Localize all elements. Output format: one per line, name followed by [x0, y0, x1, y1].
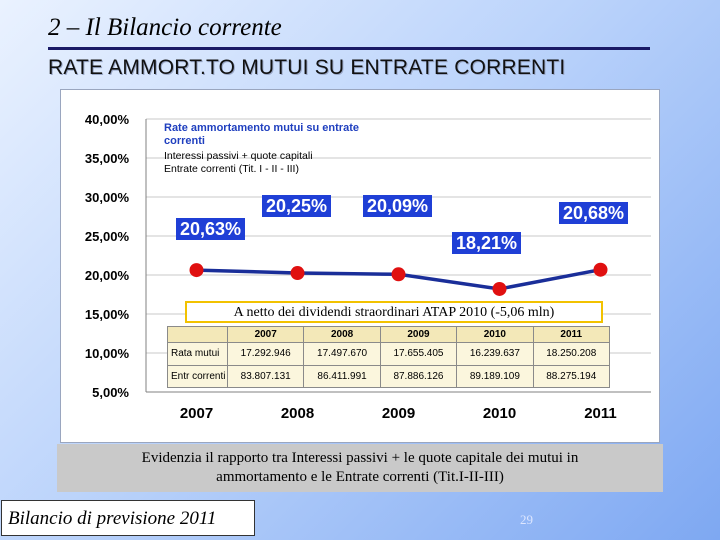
y-tick-label: 5,00%: [92, 385, 129, 400]
table-cell: 17.497.670: [303, 342, 381, 366]
y-tick-label: 20,00%: [85, 268, 130, 283]
y-tick-label: 10,00%: [85, 346, 130, 361]
title-divider: [48, 47, 650, 50]
x-tick-label: 2009: [382, 405, 415, 422]
table-row: Rata mutui 17.292.946 17.497.670 17.655.…: [167, 342, 611, 366]
table-cell: 17.292.946: [226, 342, 305, 366]
data-label-2009: 20,09%: [363, 195, 433, 217]
table-row-label: Rata mutui: [167, 342, 228, 366]
table-cell: 83.807.131: [226, 364, 305, 388]
data-table: 2007 2008 2009 2010 2011 Rata mutui 17.2…: [167, 326, 611, 388]
y-tick-label: 30,00%: [85, 190, 130, 205]
table-cell: 18.250.208: [532, 342, 611, 366]
data-label-2007: 20,63%: [176, 218, 246, 240]
data-label-2010: 18,21%: [452, 232, 522, 254]
table-cell: 17.655.405: [379, 342, 458, 366]
table-row-label: Entr correnti: [167, 364, 228, 388]
x-tick-label: 2011: [584, 405, 617, 422]
footer-label: Bilancio di previsione 2011: [1, 500, 255, 536]
table-header-cell: 2011: [532, 326, 611, 343]
data-label-2008: 20,25%: [262, 195, 332, 217]
table-header-cell: 2010: [456, 326, 534, 343]
y-tick-label: 40,00%: [85, 112, 130, 127]
summary-box: Evidenzia il rapporto tra Interessi pass…: [57, 444, 663, 492]
slide-subtitle: RATE AMMORT.TO MUTUI SU ENTRATE CORRENTI: [48, 56, 566, 79]
chart-panel: 5,00% 10,00% 15,00% 20,00% 25,00% 30,00% 35,00…: [60, 89, 660, 443]
table-cell: 88.275.194: [532, 364, 611, 388]
summary-line-1: Evidenzia il rapporto tra Interessi pass…: [141, 450, 579, 466]
data-point-2008: [290, 266, 305, 281]
data-label-2011: 20,68%: [559, 202, 629, 224]
x-tick-label: 2010: [483, 405, 516, 422]
line-chart: 5,00% 10,00% 15,00% 20,00% 25,00% 30,00% 35,00…: [85, 112, 651, 422]
table-header-cell: [167, 326, 228, 343]
x-tick-label: 2007: [180, 405, 213, 422]
table-cell: 87.886.126: [379, 364, 458, 388]
table-cell: 86.411.991: [303, 364, 381, 388]
data-point-2010: [492, 281, 507, 296]
summary-line-2: ammortamento e le Entrate correnti (Tit.…: [216, 469, 504, 485]
table-header-cell: 2007: [226, 326, 305, 343]
legend-item-entrate: Entrate correnti (Tit. I - II - III): [164, 163, 299, 175]
y-tick-label: 25,00%: [85, 229, 130, 244]
data-point-2009: [391, 267, 406, 282]
page-number: 29: [520, 512, 533, 527]
table-header-cell: 2008: [303, 326, 381, 343]
y-tick-label: 35,00%: [85, 151, 130, 166]
chart-legend: Rate ammortamento mutui su entrate corre…: [164, 122, 360, 176]
table-cell: 89.189.109: [456, 364, 534, 388]
x-tick-label: 2008: [281, 405, 314, 422]
table-header-cell: 2009: [379, 326, 458, 343]
data-point-2011: [593, 262, 608, 277]
data-point-2007: [189, 263, 204, 278]
slide-title: 2 – Il Bilancio corrente: [48, 14, 282, 41]
table-cell: 16.239.637: [456, 342, 534, 366]
table-row: Entr correnti 83.807.131 86.411.991 87.8…: [167, 364, 611, 388]
table-header-row: 2007 2008 2009 2010 2011: [167, 326, 611, 343]
y-tick-label: 15,00%: [85, 307, 130, 322]
atap-note: A netto dei dividendi straordinari ATAP …: [185, 301, 603, 323]
legend-title: Rate ammortamento mutui su entrate corre…: [164, 122, 359, 147]
legend-item-interessi: Interessi passivi + quote capitali: [164, 150, 313, 162]
